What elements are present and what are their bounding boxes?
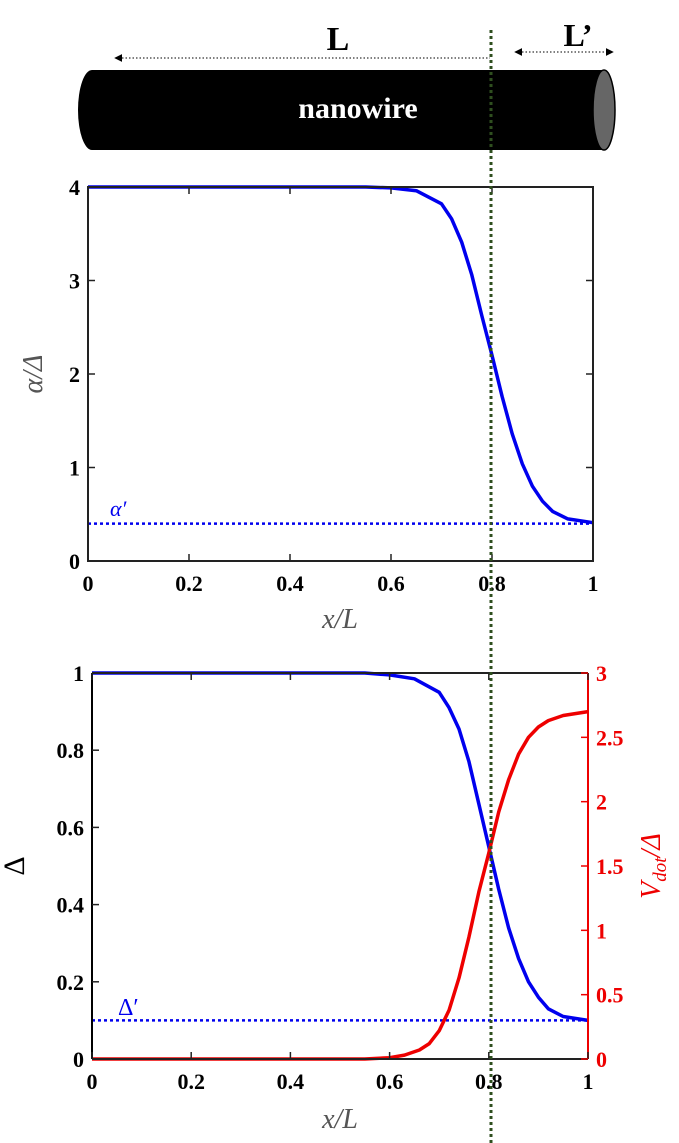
y-tick-label: 4: [69, 175, 80, 200]
y-tick-label: 0.4: [57, 893, 85, 918]
delta-x-ticks: 0 0.2 0.4 0.6 0.8 1: [87, 673, 594, 1094]
alpha-plot-frame: [87, 186, 594, 562]
x-tick-label: 0.8: [475, 1069, 503, 1094]
x-tick-label: 0.6: [376, 1069, 404, 1094]
x-tick-label: 0: [83, 571, 94, 596]
alpha-x-axis-label: x/L: [321, 604, 358, 635]
delta-plot-area: [92, 671, 589, 1061]
vdot-y-ticks: 0 0.5 1 1.5 2 2.5 3: [581, 661, 624, 1072]
delta-y-ticks: 0 0.2 0.4 0.6 0.8 1: [57, 661, 99, 1072]
y2-tick-label: 2.5: [596, 725, 624, 750]
alpha-plot-area: [88, 185, 594, 525]
nanowire-end-cap: [592, 69, 616, 151]
alpha-prime-label: α′: [110, 496, 128, 521]
y2-tick-label: 0.5: [596, 983, 624, 1008]
x-tick-label: 0.6: [377, 571, 405, 596]
nanowire-body: [78, 70, 604, 150]
delta-x-axis-label: x/L: [321, 1104, 358, 1135]
series-line-0: [92, 671, 589, 1023]
delta-prime-label: Δ′: [118, 995, 139, 1021]
y-tick-label: 1: [73, 661, 84, 686]
length-Lprime-label: L’: [563, 17, 592, 53]
x-tick-label: 0: [87, 1069, 98, 1094]
y-tick-label: 0: [73, 1047, 84, 1072]
y-tick-label: 1: [69, 456, 80, 481]
length-L-label: L: [327, 21, 350, 58]
vdot-y-axis-label: Vdot/Δ: [636, 833, 671, 899]
nanowire-label: nanowire: [298, 92, 417, 125]
y-tick-label: 0.2: [57, 970, 85, 995]
x-tick-label: 1: [588, 571, 599, 596]
y-tick-label: 0.6: [57, 815, 85, 840]
y2-tick-label: 0: [596, 1047, 607, 1072]
y2-tick-label: 1.5: [596, 854, 624, 879]
alpha-x-ticks: 00.20.40.60.81: [83, 187, 599, 596]
x-tick-label: 0.2: [175, 571, 203, 596]
series-line-0: [88, 185, 594, 525]
y2-tick-label: 1: [596, 918, 607, 943]
y2-tick-label: 3: [596, 661, 607, 686]
x-tick-label: 0.4: [276, 571, 304, 596]
y-tick-label: 0.8: [57, 738, 85, 763]
x-tick-label: 1: [583, 1069, 594, 1094]
alpha-y-ticks: 0 1 2 3 4: [69, 175, 593, 574]
alpha-y-axis-label: α/Δ: [18, 355, 49, 394]
series-line-2: [92, 709, 589, 1061]
delta-y-axis-label: Δ: [0, 856, 31, 875]
y-tick-label: 3: [69, 269, 80, 294]
y2-tick-label: 2: [596, 790, 607, 815]
y-tick-label: 2: [69, 362, 80, 387]
x-tick-label: 0.4: [277, 1069, 305, 1094]
delta-chart: 0 0.2 0.4 0.6 0.8 1 0 0.2 0.4 0.6 0.8 1 0 0.5 1 1.5 2 2…: [0, 661, 671, 1135]
nanowire-diagram: L L’ nanowire: [78, 17, 616, 151]
y-tick-label: 0: [69, 549, 80, 574]
x-tick-label: 0.2: [177, 1069, 205, 1094]
